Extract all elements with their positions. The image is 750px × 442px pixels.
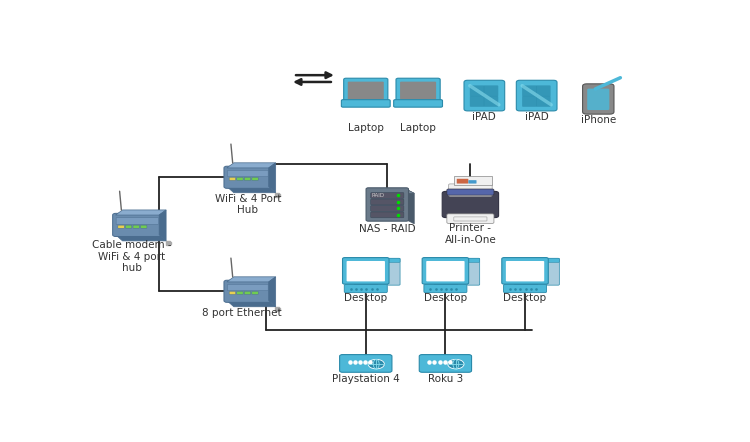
- FancyBboxPatch shape: [447, 214, 494, 223]
- FancyBboxPatch shape: [224, 280, 272, 302]
- FancyBboxPatch shape: [370, 199, 404, 205]
- FancyBboxPatch shape: [464, 80, 505, 111]
- FancyBboxPatch shape: [370, 206, 404, 211]
- Text: Desktop: Desktop: [344, 293, 387, 303]
- FancyBboxPatch shape: [400, 82, 436, 99]
- Polygon shape: [159, 210, 166, 241]
- FancyBboxPatch shape: [506, 261, 544, 282]
- FancyBboxPatch shape: [467, 258, 480, 285]
- FancyBboxPatch shape: [344, 285, 387, 293]
- FancyBboxPatch shape: [454, 217, 487, 221]
- FancyBboxPatch shape: [224, 166, 272, 188]
- FancyBboxPatch shape: [140, 225, 147, 228]
- Text: iPhone: iPhone: [580, 115, 616, 126]
- FancyBboxPatch shape: [536, 96, 550, 107]
- FancyBboxPatch shape: [230, 177, 236, 180]
- FancyBboxPatch shape: [346, 261, 385, 282]
- FancyBboxPatch shape: [237, 291, 243, 294]
- Text: Laptop: Laptop: [348, 123, 384, 133]
- FancyBboxPatch shape: [448, 184, 492, 196]
- FancyBboxPatch shape: [502, 258, 548, 284]
- FancyBboxPatch shape: [467, 258, 480, 263]
- FancyBboxPatch shape: [547, 258, 560, 263]
- FancyBboxPatch shape: [419, 354, 472, 372]
- FancyBboxPatch shape: [348, 82, 384, 99]
- Text: Cable modem -
WiFi & 4 port
hub: Cable modem - WiFi & 4 port hub: [92, 240, 171, 274]
- FancyBboxPatch shape: [237, 177, 243, 180]
- FancyBboxPatch shape: [484, 85, 498, 96]
- FancyBboxPatch shape: [116, 217, 158, 224]
- FancyBboxPatch shape: [442, 191, 499, 217]
- FancyBboxPatch shape: [112, 213, 162, 236]
- FancyBboxPatch shape: [344, 78, 388, 102]
- FancyBboxPatch shape: [244, 177, 250, 180]
- FancyBboxPatch shape: [470, 96, 484, 107]
- FancyBboxPatch shape: [468, 180, 476, 183]
- FancyBboxPatch shape: [447, 189, 494, 195]
- FancyBboxPatch shape: [370, 193, 404, 198]
- Text: iPAD: iPAD: [472, 112, 496, 122]
- Text: Desktop: Desktop: [424, 293, 467, 303]
- FancyBboxPatch shape: [547, 258, 560, 285]
- FancyBboxPatch shape: [422, 258, 469, 284]
- Polygon shape: [268, 277, 276, 307]
- FancyBboxPatch shape: [230, 291, 236, 294]
- Polygon shape: [406, 189, 414, 224]
- FancyBboxPatch shape: [340, 354, 392, 372]
- Text: 8 port Ethernet: 8 port Ethernet: [202, 308, 282, 318]
- FancyBboxPatch shape: [244, 291, 250, 294]
- FancyBboxPatch shape: [522, 96, 537, 107]
- FancyBboxPatch shape: [536, 85, 550, 96]
- Text: Desktop: Desktop: [503, 293, 547, 303]
- FancyBboxPatch shape: [118, 225, 124, 228]
- Polygon shape: [268, 163, 276, 193]
- Text: Playstation 4: Playstation 4: [332, 373, 400, 384]
- FancyBboxPatch shape: [587, 88, 609, 110]
- FancyBboxPatch shape: [470, 85, 484, 96]
- FancyBboxPatch shape: [387, 258, 400, 285]
- Text: iPAD: iPAD: [525, 112, 548, 122]
- Text: RAID: RAID: [371, 193, 385, 198]
- FancyBboxPatch shape: [125, 225, 132, 228]
- FancyBboxPatch shape: [583, 84, 614, 114]
- FancyBboxPatch shape: [370, 212, 404, 218]
- Polygon shape: [116, 235, 166, 241]
- FancyBboxPatch shape: [133, 225, 140, 228]
- FancyBboxPatch shape: [252, 291, 258, 294]
- Text: Roku 3: Roku 3: [427, 373, 463, 384]
- FancyBboxPatch shape: [516, 80, 557, 111]
- FancyBboxPatch shape: [522, 85, 537, 96]
- Text: NAS - RAID: NAS - RAID: [359, 224, 416, 234]
- FancyBboxPatch shape: [387, 258, 400, 263]
- Polygon shape: [116, 210, 166, 215]
- Text: Printer -
All-in-One: Printer - All-in-One: [445, 223, 497, 245]
- Circle shape: [368, 359, 384, 369]
- FancyBboxPatch shape: [227, 170, 268, 177]
- FancyBboxPatch shape: [396, 78, 440, 102]
- Polygon shape: [226, 187, 276, 193]
- FancyBboxPatch shape: [457, 179, 468, 183]
- FancyBboxPatch shape: [366, 188, 409, 221]
- Polygon shape: [226, 301, 276, 307]
- FancyBboxPatch shape: [343, 258, 389, 284]
- Polygon shape: [226, 277, 276, 282]
- FancyBboxPatch shape: [503, 285, 547, 293]
- FancyBboxPatch shape: [252, 177, 258, 180]
- Text: WiFi & 4 Port
Hub: WiFi & 4 Port Hub: [214, 194, 281, 215]
- FancyBboxPatch shape: [341, 99, 390, 107]
- FancyBboxPatch shape: [394, 99, 442, 107]
- Circle shape: [448, 359, 464, 369]
- FancyBboxPatch shape: [426, 261, 464, 282]
- Polygon shape: [454, 176, 492, 185]
- Text: Laptop: Laptop: [400, 123, 436, 133]
- FancyBboxPatch shape: [227, 284, 268, 291]
- FancyBboxPatch shape: [424, 285, 467, 293]
- FancyBboxPatch shape: [484, 96, 498, 107]
- Polygon shape: [368, 189, 414, 193]
- Polygon shape: [226, 163, 276, 168]
